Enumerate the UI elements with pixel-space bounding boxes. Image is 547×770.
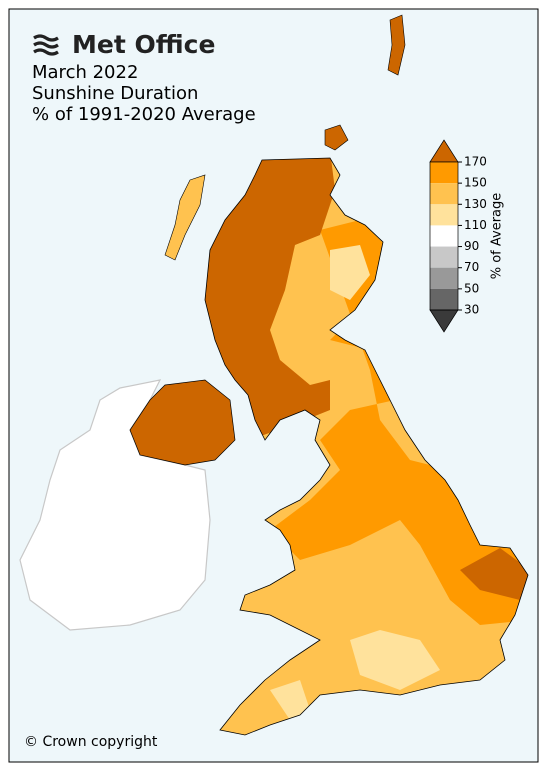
region-orange	[270, 220, 528, 625]
legend-tick-label: 70	[464, 260, 479, 274]
region-light-sw	[270, 680, 310, 720]
legend-outline	[429, 161, 459, 311]
title-line: % of 1991-2020 Average	[32, 104, 256, 125]
northern-ireland	[129, 379, 236, 466]
legend-swatch	[430, 162, 458, 184]
legend-swatch	[430, 183, 458, 205]
legend-tick-label: 110	[464, 218, 487, 232]
legend-swatch	[430, 288, 458, 310]
legend-swatch	[430, 267, 458, 289]
region-dark-orange	[205, 158, 335, 440]
legend-swatch	[430, 246, 458, 268]
title-line: March 2022	[32, 62, 138, 83]
great-britain	[204, 157, 529, 736]
region-dark-orange-east	[460, 548, 528, 600]
copyright: © Crown copyright	[24, 734, 158, 750]
region-light-ne	[330, 245, 370, 300]
legend-swatch	[430, 225, 458, 247]
shetland	[387, 14, 406, 76]
legend: 170 150 130 110 90 70 50 30 % of Average	[429, 139, 505, 333]
orkney	[324, 124, 349, 151]
legend-tick-label: 150	[464, 176, 487, 190]
legend-tick-label: 30	[464, 303, 479, 317]
legend-tick-label: 50	[464, 281, 479, 295]
legend-tick-label: 170	[464, 155, 487, 169]
legend-tick-label: 90	[464, 239, 479, 253]
logo-text: Met Office	[72, 30, 215, 59]
title-line: Sunshine Duration	[32, 83, 198, 104]
legend-swatch	[430, 204, 458, 226]
region-light	[350, 630, 440, 690]
legend-label: % of Average	[490, 193, 505, 280]
logo: Met Office	[33, 30, 215, 59]
outer-hebrides	[164, 174, 206, 261]
legend-tick-label: 130	[464, 197, 487, 211]
